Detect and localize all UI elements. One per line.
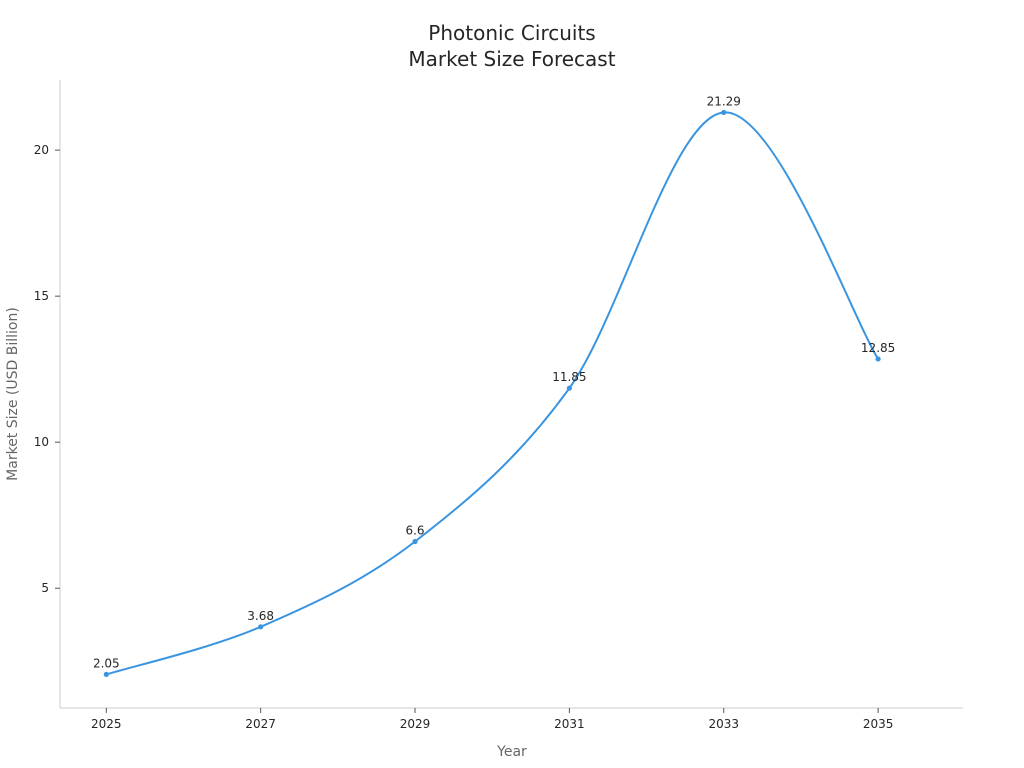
- x-tick-label: 2025: [91, 717, 122, 731]
- y-tick-label: 5: [41, 581, 49, 595]
- data-label: 12.85: [861, 341, 895, 355]
- data-label: 2.05: [93, 656, 120, 670]
- x-axis-ticks: 2025 2027 2029 2031 2033 2035: [91, 708, 893, 731]
- data-point: [721, 109, 727, 116]
- chart-title-line-1: Photonic Circuits: [428, 21, 595, 45]
- data-point: [875, 356, 881, 362]
- y-tick-label: 10: [34, 435, 49, 449]
- chart-title-line-2: Market Size Forecast: [408, 47, 615, 71]
- y-tick-label: 20: [34, 143, 49, 157]
- data-point: [258, 624, 264, 630]
- y-axis-title: Market Size (USD Billion): [5, 307, 21, 481]
- x-tick-label: 2027: [245, 717, 276, 731]
- x-tick-label: 2033: [708, 717, 739, 731]
- data-label: 3.68: [247, 609, 274, 623]
- data-label: 21.29: [707, 94, 741, 108]
- data-label: 6.6: [405, 524, 424, 538]
- data-point: [103, 671, 109, 678]
- data-point: [566, 385, 572, 391]
- x-tick-label: 2035: [863, 717, 894, 731]
- series-line: [106, 111, 879, 676]
- x-tick-label: 2029: [400, 717, 431, 731]
- y-tick-label: 15: [34, 289, 49, 303]
- x-tick-label: 2031: [554, 717, 585, 731]
- series-layer: 2.05 3.68 6.6 11.85 21.29 12.85: [93, 94, 895, 678]
- data-point: [412, 538, 418, 545]
- x-axis-title: Year: [496, 744, 527, 760]
- data-label: 11.85: [552, 370, 586, 384]
- y-axis-ticks: 5 10 15 20: [34, 143, 60, 595]
